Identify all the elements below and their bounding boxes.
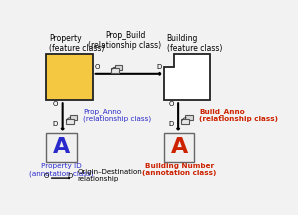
Bar — [69, 115, 77, 120]
Text: D: D — [53, 121, 58, 127]
Bar — [164, 133, 194, 161]
Text: D: D — [168, 121, 173, 127]
Text: O: O — [168, 101, 173, 107]
Bar — [46, 133, 77, 161]
Bar — [46, 54, 93, 100]
Text: Origin–Destination
relationship: Origin–Destination relationship — [78, 169, 142, 182]
Text: D: D — [157, 64, 162, 70]
Text: D: D — [67, 173, 72, 179]
Bar — [115, 65, 122, 70]
Bar — [66, 119, 74, 123]
Bar — [181, 119, 189, 123]
Text: Building Number
(annotation class): Building Number (annotation class) — [142, 163, 216, 176]
Text: Building
(feature class): Building (feature class) — [167, 34, 222, 53]
Text: A: A — [171, 137, 188, 157]
Text: Build_Anno
(relationship class): Build_Anno (relationship class) — [199, 108, 278, 122]
Polygon shape — [164, 54, 210, 100]
Text: A: A — [53, 137, 70, 157]
Text: O: O — [95, 64, 100, 70]
Text: Property
(feature class): Property (feature class) — [49, 34, 104, 53]
Bar — [185, 115, 193, 120]
Text: Prop_Build
(relationship class): Prop_Build (relationship class) — [89, 31, 162, 50]
Text: O: O — [53, 101, 58, 107]
Text: Prop_Anno
(relationship class): Prop_Anno (relationship class) — [83, 108, 152, 122]
Text: O: O — [44, 173, 49, 179]
Text: Property ID
(annotation class): Property ID (annotation class) — [29, 163, 94, 177]
Bar — [111, 68, 119, 73]
